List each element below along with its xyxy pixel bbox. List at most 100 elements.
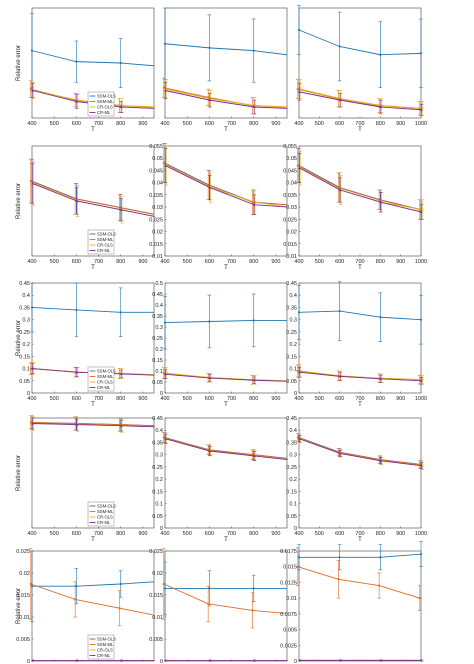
data-point [252,659,256,662]
x-tick-label: 600 [335,259,344,265]
x-tick-label: 800 [249,259,258,265]
data-point [252,454,256,457]
panel-axes-box [164,417,288,529]
x-tick-label: 600 [205,396,214,402]
x-tick-label: 400 [160,531,169,537]
x-axis-label: T [224,537,228,543]
series-line-ssm-ml [30,421,153,427]
x-tick-label: 600 [335,531,344,537]
y-tick-label: 0.01 [152,615,163,621]
y-tick-label: 0 [294,526,297,532]
data-point [338,556,341,559]
data-point [119,582,122,586]
y-tick-label: 0 [160,391,163,397]
x-tick-label: 900 [396,396,405,402]
x-tick-label: 800 [249,121,258,127]
y-tick-label: 0.15 [286,354,297,360]
x-tick-label: 500 [315,121,324,127]
y-tick-label: 0.3 [155,325,163,331]
y-tick-label: 0.2 [289,342,297,348]
x-tick-label: 600 [205,259,214,265]
y-tick-label: 0.01 [286,254,297,260]
x-tick-label: 500 [50,259,59,265]
series-line-ssm-ols [164,319,287,324]
panel-4-2: 4005006007008009001000T00.00250.0050.007… [280,541,424,664]
x-tick-label: 800 [116,121,125,127]
y-tick-label: 0.0075 [280,612,297,618]
y-tick-label: 0.45 [152,416,163,422]
data-point [164,89,167,92]
y-tick-label: 0.015 [16,593,30,599]
x-axis-label: T [224,127,228,133]
x-tick-label: 800 [249,396,258,402]
y-tick-label: 0.025 [149,217,163,223]
y-tick-label: 0.02 [286,230,297,236]
y-tick-label: 0.4 [155,428,163,434]
series-line-cr-ols [300,370,423,381]
data-point [378,584,381,587]
data-point [118,423,121,426]
y-tick-label: 0.0125 [280,580,297,586]
data-point [75,585,78,588]
data-point [162,582,165,586]
x-axis-label: T [91,265,95,271]
panel-axes-box [298,282,422,394]
y-tick-label: 0.2 [289,477,297,483]
panel-3-1: 400 500 600 700 800 900 T 0 0.05 0.1 0.15 0.2 0.25 0.… [152,416,289,543]
x-tick-label: 700 [94,121,103,127]
y-tick-label: 0.25 [152,336,163,342]
y-tick-label: 0.01 [152,254,163,260]
x-tick-label: 600 [335,396,344,402]
data-point [208,659,212,662]
x-tick-label: 900 [138,259,147,265]
panel-0-1: 400 500 600 700 800 900 T [160,7,289,133]
data-point [419,52,423,55]
data-point [75,659,79,662]
panel-1-2: 400 500 600 700 800 900 1000 T 0.01 0.015 0.02 0.02… [283,144,427,271]
data-point [252,203,256,206]
legend-label: CR-ML [97,385,111,390]
x-tick-label: 800 [376,531,385,537]
data-point [75,370,79,374]
y-tick-label: 0.025 [16,549,30,555]
data-point [164,164,167,167]
y-tick-label: 0 [27,391,30,397]
data-point [420,106,424,110]
data-point [298,166,301,169]
data-point [337,578,340,581]
data-point [297,28,301,32]
data-point [30,306,34,309]
y-tick-label: 0.1 [289,502,297,508]
x-tick-label: 400 [160,121,169,127]
data-point [164,659,167,662]
series-line-cr-ml [299,91,422,111]
panel-axes-box [298,7,422,119]
panel-3-0: 400 500 600 700 800 900 T Relative error SSM-OLS… [16,415,156,543]
x-axis-label: T [91,537,95,543]
y-tick-label: 0.3 [155,453,163,459]
x-tick-label: 700 [227,531,236,537]
x-tick-label: 400 [294,531,303,537]
data-point [253,200,257,204]
y-tick-label: 0.25 [286,330,297,336]
x-tick-label: 800 [376,121,385,127]
y-tick-label: 0.02 [152,230,163,236]
data-point [420,464,423,467]
x-tick-label: 800 [116,259,125,265]
y-tick-label: 0.25 [19,330,30,336]
data-point [420,210,423,213]
x-tick-label: 900 [271,121,280,127]
series-line-ssm-ml [30,583,153,616]
x-tick-label: 900 [396,259,405,265]
data-point [252,587,255,590]
y-tick-label: 0.005 [283,628,297,634]
y-tick-label: 0.3 [289,318,297,324]
x-tick-label: 600 [205,121,214,127]
x-tick-label: 800 [376,396,385,402]
series-line-ssm-ml [163,437,286,459]
y-tick-label: 0 [160,659,163,664]
data-point [164,372,167,376]
x-tick-label: 800 [249,531,258,537]
